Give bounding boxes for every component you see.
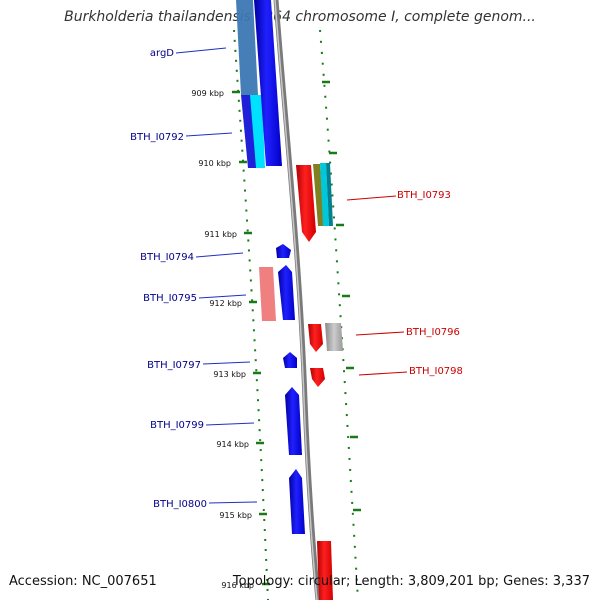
gene-BTH_I0800[interactable]: [289, 469, 305, 534]
kbp-label: 909 kbp: [191, 89, 224, 98]
gene-grey-I0796[interactable]: [325, 323, 343, 351]
gene-BTH_I0799[interactable]: [285, 387, 302, 455]
gene-label-BTH_I0797[interactable]: BTH_I0797: [147, 360, 201, 371]
gene-BTH_I0798[interactable]: [310, 368, 325, 387]
chromosome-backbone: [273, 0, 321, 600]
gene-label-BTH_I0800[interactable]: BTH_I0800: [153, 499, 207, 510]
kbp-label: 913 kbp: [213, 370, 246, 379]
gene-label-BTH_I0798[interactable]: BTH_I0798: [409, 366, 463, 377]
gene-BTH_I0796[interactable]: [308, 324, 323, 352]
right-tick-ruler: [319, 29, 359, 600]
forward-genes: [236, 0, 305, 534]
gene-pink-I0795[interactable]: [259, 267, 276, 321]
kbp-label: 915 kbp: [219, 511, 252, 520]
gene-label-BTH_I0796[interactable]: BTH_I0796: [406, 327, 460, 338]
major-ticks: [232, 90, 270, 586]
gene-BTH_I0793[interactable]: [296, 165, 316, 242]
map-title: Burkholderia thailandensis E264 chromoso…: [64, 9, 536, 25]
reverse-genes: [296, 163, 343, 600]
gene-BTH_I0795[interactable]: [278, 265, 295, 320]
summary-text: Topology: circular; Length: 3,809,201 bp…: [232, 574, 590, 589]
right-major-ticks: [322, 80, 361, 512]
kbp-label: 914 kbp: [216, 440, 249, 449]
gene-BTH_I0794[interactable]: [276, 244, 291, 258]
gene-label-BTH_I0795[interactable]: BTH_I0795: [143, 293, 197, 304]
gene-label-BTH_I0794[interactable]: BTH_I0794: [140, 252, 194, 263]
gene-label-BTH_I0792[interactable]: BTH_I0792: [130, 132, 184, 143]
accession-text: Accession: NC_007651: [9, 574, 157, 589]
right-gene-labels: BTH_I0793 BTH_I0796 BTH_I0798: [397, 190, 463, 377]
kbp-label: 910 kbp: [198, 159, 231, 168]
gene-BTH_I0792[interactable]: [254, 0, 282, 166]
gene-BTH_I0797[interactable]: [283, 352, 297, 368]
left-gene-labels: argD BTH_I0792 BTH_I0794 BTH_I0795 BTH_I…: [130, 48, 207, 510]
left-leaders: [175, 47, 258, 504]
gene-label-argD[interactable]: argD: [150, 48, 174, 59]
kbp-label: 916 kbp: [221, 581, 254, 590]
right-leaders: [346, 195, 408, 376]
kbp-labels: 909 kbp 910 kbp 911 kbp 912 kbp 913 kbp …: [191, 89, 254, 590]
gene-label-BTH_I0793[interactable]: BTH_I0793: [397, 190, 451, 201]
gene-label-BTH_I0799[interactable]: BTH_I0799: [150, 420, 204, 431]
gene-bottom-red[interactable]: [317, 541, 333, 600]
kbp-label: 912 kbp: [209, 299, 242, 308]
gene-argD[interactable]: [236, 0, 258, 95]
kbp-label: 911 kbp: [204, 230, 237, 239]
